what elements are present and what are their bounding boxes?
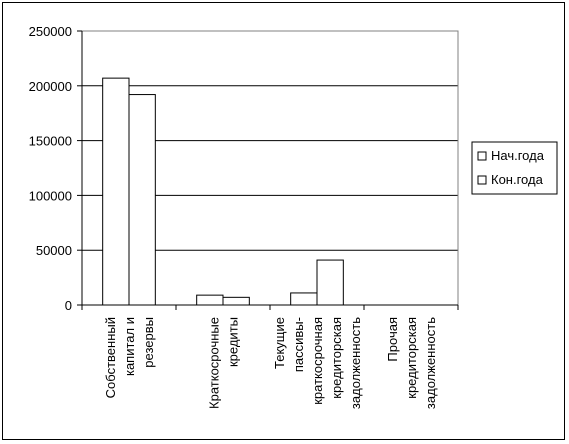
category-label: пассивы- [291,317,306,372]
legend-label-start: Нач.года [491,148,545,163]
legend-box [471,141,558,195]
bar-start-1 [196,294,224,306]
category-label: Прочая [385,317,400,362]
bars [102,77,344,306]
category-labels: Собственный капитал и резервы Краткосрочные… [103,317,438,409]
bar-start-0 [102,77,130,306]
bar-end-0 [128,94,156,306]
chart-frame [2,2,565,440]
category-label: резервы [141,317,156,368]
category-label: краткосрочная [310,317,325,405]
axes [77,30,459,310]
y-tick-label: 0 [65,298,72,313]
bar-end-1 [222,296,250,306]
legend-label-end: Кон.года [491,172,544,187]
y-tick-label: 150000 [29,134,72,149]
category-label: Текущие [272,317,287,369]
y-tick-labels: 0 50000 100000 150000 200000 250000 [29,24,72,313]
y-tick-label: 200000 [29,79,72,94]
category-label: задолженность [348,317,363,409]
legend: Нач.года Кон.года [471,141,558,195]
y-tick-label: 250000 [29,24,72,39]
category-label: капитал и [122,317,137,376]
legend-swatch-end [477,175,487,185]
bar-start-2 [290,292,318,306]
category-label: кредиторская [329,317,344,399]
category-label: Краткосрочные [207,317,222,409]
legend-swatch-start [477,151,487,161]
y-tick-label: 100000 [29,188,72,203]
y-tick-label: 50000 [36,243,72,258]
bar-end-2 [316,259,344,306]
category-label: Собственный [103,317,118,398]
category-label: задолженность [423,317,438,409]
category-label: кредиторская [404,317,419,399]
category-label: кредиты [226,317,241,367]
